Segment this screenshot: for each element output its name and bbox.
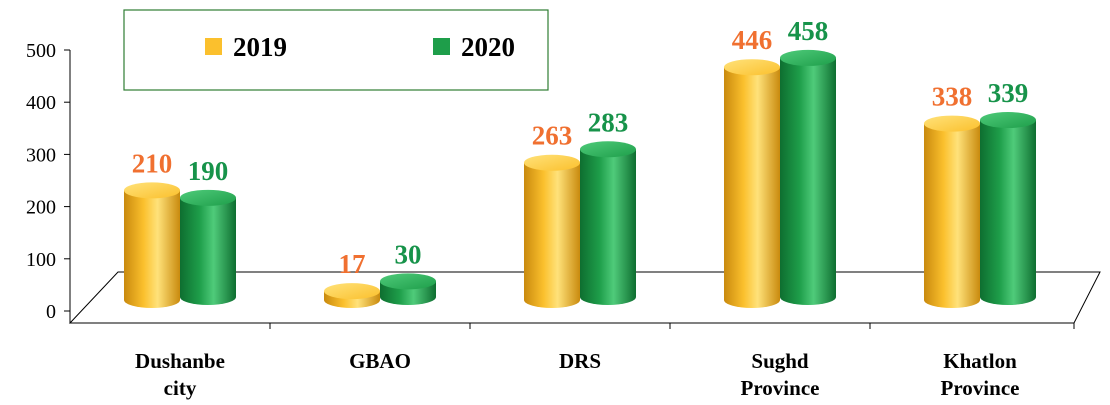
data-label: 17 <box>339 249 366 279</box>
legend-label: 2019 <box>233 32 287 62</box>
legend: 2019 2020 <box>123 9 549 91</box>
bar <box>724 59 780 308</box>
data-label: 263 <box>532 121 573 151</box>
chart-floor <box>68 271 1101 324</box>
bars <box>124 49 1036 309</box>
data-label: 30 <box>395 239 422 269</box>
legend-swatch <box>205 38 222 55</box>
y-tick-label: 300 <box>26 144 56 166</box>
bar <box>524 154 580 308</box>
data-label: 458 <box>788 16 829 46</box>
legend-item: 2020 <box>433 32 515 62</box>
bar <box>780 49 836 306</box>
bar <box>380 273 436 305</box>
legend-label: 2020 <box>461 32 515 62</box>
legend-item: 2019 <box>205 32 287 62</box>
y-tick-label: 200 <box>26 197 56 219</box>
bar <box>180 189 236 305</box>
y-tick-label: 100 <box>26 249 56 271</box>
data-label: 446 <box>732 25 773 55</box>
legend-swatch <box>433 38 450 55</box>
y-tick-label: 0 <box>46 301 56 323</box>
x-tick-label: DRS <box>559 349 601 373</box>
data-label: 210 <box>132 148 173 178</box>
bar <box>124 182 180 308</box>
axes: 0 100 200 300 400 500 Dushanbe city GBAO DRS Sughd… <box>26 40 1075 400</box>
data-label: 338 <box>932 82 973 112</box>
x-tick-label: Khatlon Province <box>941 349 1020 400</box>
data-labels: 210 17 263 446 338 190 30 283 458 339 <box>132 16 1029 279</box>
x-tick-label: Dushanbe city <box>135 349 225 400</box>
bar <box>580 141 636 305</box>
y-tick-label: 500 <box>26 40 56 62</box>
bar <box>924 115 980 309</box>
bar <box>980 112 1036 306</box>
y-tick-label: 400 <box>26 92 56 114</box>
data-label: 190 <box>188 156 229 186</box>
data-label: 283 <box>588 107 629 137</box>
data-label: 339 <box>988 78 1029 108</box>
bar <box>324 283 380 308</box>
x-tick-label: GBAO <box>349 349 411 373</box>
legend-box <box>123 9 549 91</box>
x-tick-label: Sughd Province <box>741 349 820 400</box>
